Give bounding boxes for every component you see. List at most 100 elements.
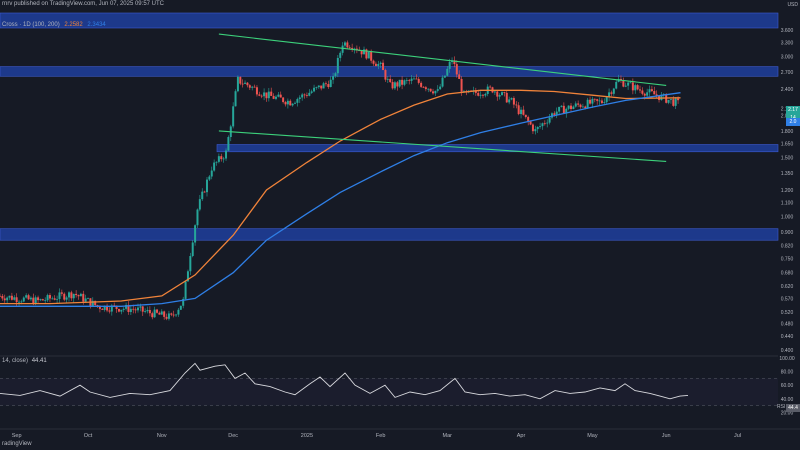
candle-body: [8, 295, 11, 298]
price-tick-label: 3.000: [781, 55, 794, 61]
candle-body: [612, 88, 615, 94]
ma200-value: 2.3434: [87, 22, 106, 28]
candle-body: [481, 94, 484, 96]
publish-info: rnrv published on TradingView.com, Jun 0…: [2, 1, 164, 7]
tradingview-brand: radingView: [2, 441, 32, 447]
candle-body: [422, 86, 425, 88]
candle-body: [377, 63, 380, 67]
price-tick-label: 0.570: [781, 296, 794, 302]
candle-body: [339, 52, 342, 58]
candle-body: [382, 62, 385, 71]
candle-body: [439, 86, 442, 90]
candle-body: [272, 95, 275, 99]
candle-body: [146, 310, 149, 312]
candle-body: [677, 98, 680, 101]
candle-body: [260, 95, 263, 97]
rsi-badge-label: RSI: [777, 404, 786, 410]
candle-body: [672, 99, 675, 106]
candle-body: [1, 295, 4, 299]
candle-body: [432, 91, 435, 94]
candle-body: [629, 82, 632, 84]
candle-body: [393, 82, 396, 89]
candle-body: [429, 88, 432, 92]
candle-body: [636, 85, 639, 90]
candle-body: [41, 299, 44, 301]
candle-body: [324, 83, 327, 85]
candle-body: [332, 76, 335, 80]
candle-body: [194, 225, 197, 243]
candle-body: [170, 313, 173, 315]
candle-body: [156, 309, 159, 313]
candle-body: [217, 156, 220, 162]
candle-body: [205, 179, 208, 193]
rsi-legend-value: 44.41: [31, 358, 47, 364]
candle-body: [646, 92, 649, 96]
candle-body: [524, 114, 527, 118]
candle-body: [255, 87, 258, 95]
price-tick-label: 1.350: [781, 171, 794, 177]
candle-body: [648, 89, 651, 93]
candle-body: [417, 78, 420, 83]
candle-body: [441, 77, 444, 87]
rsi-badge: 44.4: [786, 404, 800, 412]
candle-body: [279, 94, 282, 98]
candle-body: [53, 298, 56, 300]
rsi-legend[interactable]: 14, close) 44.41: [2, 358, 47, 364]
candle-body: [317, 85, 320, 88]
candle-body: [301, 94, 304, 98]
candle-body: [498, 95, 501, 97]
rsi-tick-label: 60.00: [781, 383, 794, 389]
candle-body: [367, 51, 370, 59]
candle-body: [79, 293, 82, 297]
candle-body: [529, 121, 532, 125]
candle-body: [220, 156, 223, 160]
ma100-line: [0, 89, 681, 305]
candle-body: [634, 85, 637, 91]
price-badge: 2.17: [786, 106, 800, 114]
price-tick-label: 1.650: [781, 142, 794, 148]
candle-body: [172, 314, 175, 316]
candle-body: [336, 57, 339, 74]
candle-body: [527, 117, 530, 122]
candle-body: [505, 92, 508, 103]
candle-body: [210, 170, 213, 177]
candle-body: [148, 310, 151, 314]
candle-body: [106, 305, 109, 311]
candle-body: [282, 97, 285, 103]
candle-body: [619, 78, 622, 81]
resistance-zone: [0, 228, 779, 241]
candle-body: [134, 309, 137, 311]
candle-body: [87, 298, 90, 300]
candle-body: [615, 81, 618, 89]
time-tick-label: Nov: [157, 433, 167, 439]
ma100-value: 2.2582: [64, 22, 83, 28]
candle-body: [600, 100, 603, 104]
candle-body: [265, 92, 268, 99]
candle-body: [298, 97, 301, 100]
candle-body: [553, 113, 556, 115]
candle-body: [567, 105, 570, 109]
candle-body: [477, 92, 480, 96]
candle-body: [401, 79, 404, 85]
candle-body: [241, 83, 244, 85]
candle-body: [434, 90, 437, 94]
candle-body: [110, 305, 113, 312]
candle-body: [313, 87, 316, 92]
time-tick-label: Jul: [734, 433, 741, 439]
time-axis: Sep Oct Nov Dec 2025 Feb Mar Apr May Jun Jul: [12, 433, 741, 439]
candle-body: [182, 298, 185, 306]
ma-cross-legend[interactable]: Cross · 1D (100, 200) 2.2582 2.3434: [2, 22, 106, 28]
candle-body: [598, 100, 601, 102]
candle-body: [91, 300, 94, 307]
candle-body: [531, 124, 534, 132]
candle-body: [550, 113, 553, 118]
candle-body: [489, 86, 492, 88]
candle-body: [198, 199, 201, 210]
price-tick-label: 0.400: [781, 348, 794, 354]
candle-body: [129, 308, 132, 313]
candle-body: [365, 49, 368, 59]
candle-body: [579, 104, 582, 108]
candle-body: [622, 80, 625, 87]
candle-body: [517, 105, 520, 115]
